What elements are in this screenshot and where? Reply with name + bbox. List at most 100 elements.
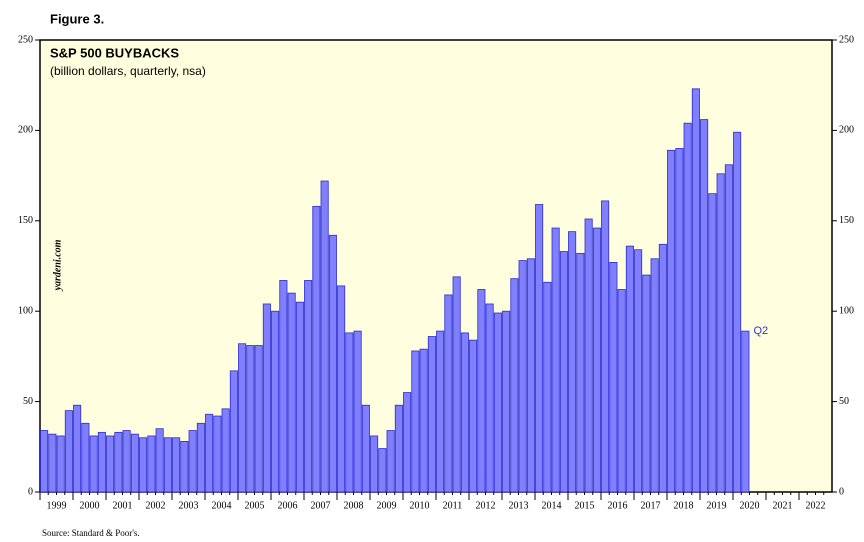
bar <box>205 413 214 493</box>
bar <box>502 310 511 493</box>
bar <box>337 285 346 493</box>
bar <box>617 289 626 493</box>
bar <box>328 234 337 493</box>
bar <box>370 435 379 493</box>
x-tick-label: 2008 <box>344 500 364 511</box>
bar <box>221 408 230 493</box>
x-tick-label: 2010 <box>410 500 430 511</box>
y2-tick-label: 150 <box>839 215 854 226</box>
y2-tick-label: 250 <box>839 34 854 45</box>
x-tick-label: 2012 <box>476 500 496 511</box>
watermark: yardeni.com <box>52 239 63 291</box>
bar <box>658 243 667 493</box>
figure-label: Figure 3. <box>50 11 104 26</box>
bar <box>172 437 181 493</box>
y-tick-label: 250 <box>18 34 33 45</box>
x-tick-label: 2016 <box>608 500 628 511</box>
bar <box>650 258 659 493</box>
bar <box>518 260 527 493</box>
bar <box>394 404 403 493</box>
x-tick-label: 2018 <box>674 500 694 511</box>
bar <box>485 303 494 493</box>
bar <box>229 370 238 493</box>
y2-tick-label: 50 <box>839 396 849 407</box>
x-tick-label: 2020 <box>740 500 760 511</box>
x-tick-label: 2021 <box>773 500 793 511</box>
bar <box>262 303 271 493</box>
x-tick-label: 2001 <box>113 500 133 511</box>
bar <box>535 204 544 493</box>
bar <box>419 348 428 493</box>
bar <box>147 435 156 493</box>
x-tick-label: 2003 <box>179 500 199 511</box>
bar <box>609 261 618 493</box>
bar <box>667 149 676 493</box>
bar <box>287 292 296 493</box>
bar <box>56 435 65 493</box>
bar <box>708 193 717 493</box>
bar <box>469 339 478 493</box>
bar <box>89 435 98 493</box>
bar <box>477 289 486 493</box>
x-tick-label: 2009 <box>377 500 397 511</box>
bar <box>139 437 148 493</box>
bar <box>188 430 197 493</box>
x-tick-label: 1999 <box>47 500 67 511</box>
x-tick-label: 2007 <box>311 500 331 511</box>
bar <box>634 249 643 493</box>
plot-area <box>39 39 833 493</box>
bar <box>568 231 577 493</box>
y2-tick-label: 100 <box>839 305 854 316</box>
x-tick-label: 2002 <box>146 500 166 511</box>
x-tick-label: 2022 <box>806 500 826 511</box>
bar <box>741 330 750 493</box>
bar <box>81 422 90 493</box>
bar <box>386 430 395 493</box>
y-tick-label: 50 <box>23 396 33 407</box>
bar <box>279 280 288 493</box>
annotation: Q2 <box>754 325 769 337</box>
bar <box>551 227 560 493</box>
bar <box>601 200 610 493</box>
bar <box>683 122 692 493</box>
y-tick-label: 150 <box>18 215 33 226</box>
y-tick-label: 100 <box>18 305 33 316</box>
x-tick-label: 2005 <box>245 500 265 511</box>
bar <box>444 294 453 493</box>
x-tick-label: 2013 <box>509 500 529 511</box>
bar <box>526 258 535 493</box>
bar <box>64 410 73 493</box>
x-tick-label: 2004 <box>212 500 232 511</box>
bar <box>130 433 139 493</box>
bar <box>320 180 329 493</box>
bar <box>378 448 387 493</box>
bar <box>271 310 280 493</box>
x-tick-label: 2015 <box>575 500 595 511</box>
bar <box>48 433 57 493</box>
x-tick-label: 2019 <box>707 500 727 511</box>
x-tick-label: 2011 <box>443 500 463 511</box>
bar <box>295 301 304 493</box>
y-tick-label: 0 <box>28 486 33 497</box>
chart-subtitle: (billion dollars, quarterly, nsa) <box>50 64 206 78</box>
bar <box>122 430 131 493</box>
bar <box>543 281 552 493</box>
bar <box>40 430 49 493</box>
source-note: Source: Standard & Poor's. <box>42 528 140 538</box>
x-tick-label: 2006 <box>278 500 298 511</box>
bar <box>460 332 469 493</box>
bar <box>559 251 568 493</box>
bar <box>510 278 519 493</box>
bar <box>114 431 123 493</box>
bar <box>700 119 709 493</box>
bar <box>312 205 321 493</box>
bar <box>733 131 742 493</box>
bar <box>180 440 189 493</box>
bar <box>238 343 247 493</box>
bar <box>345 332 354 493</box>
bar <box>73 404 82 493</box>
bar <box>592 227 601 493</box>
bar <box>106 435 115 493</box>
bar <box>493 312 502 493</box>
